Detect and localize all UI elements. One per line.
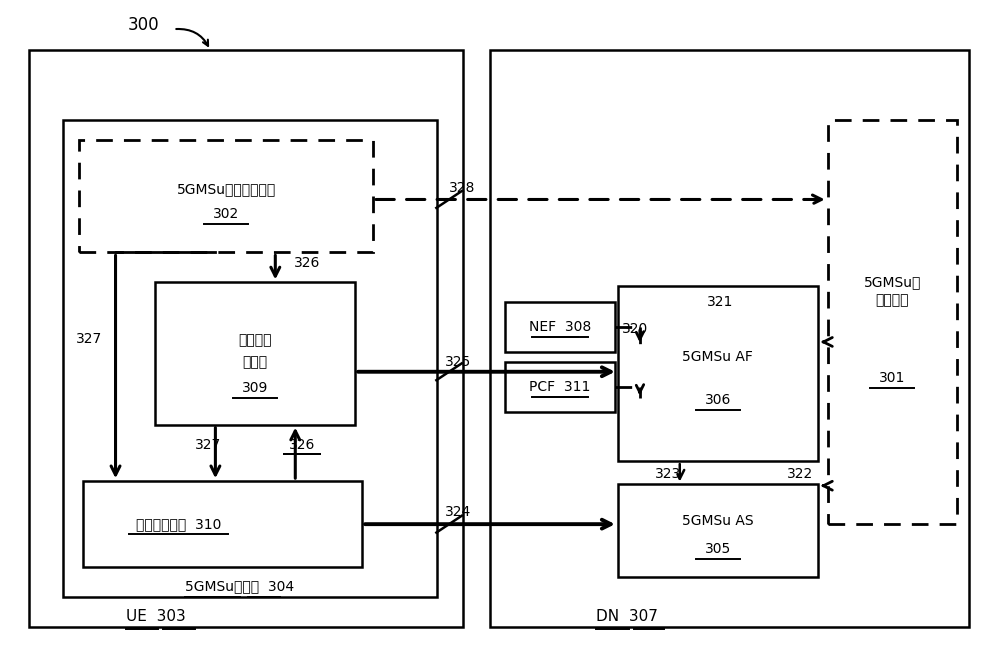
Bar (155, 282, 355, 425)
Text: 处理器: 处理器 (243, 355, 268, 369)
Text: 5GMSu AS: 5GMSu AS (682, 514, 754, 528)
Text: 5GMSu AF: 5GMSu AF (682, 349, 753, 363)
Text: 326: 326 (294, 256, 320, 270)
Bar (490, 50, 969, 627)
Text: 325: 325 (445, 355, 471, 369)
Text: 326: 326 (289, 438, 315, 452)
Bar (83, 481, 362, 567)
Text: DN  307: DN 307 (596, 610, 658, 624)
Text: 300: 300 (128, 16, 159, 35)
Text: 323: 323 (655, 467, 681, 481)
Text: 306: 306 (705, 393, 731, 407)
Bar (505, 302, 615, 352)
Bar (828, 120, 957, 524)
Text: 305: 305 (705, 542, 731, 556)
Text: 309: 309 (242, 381, 269, 395)
Text: 327: 327 (75, 331, 102, 346)
Text: 5GMSu应: 5GMSu应 (864, 276, 921, 290)
Text: 327: 327 (195, 438, 222, 452)
Text: 321: 321 (707, 295, 733, 309)
Text: PCF  311: PCF 311 (529, 380, 591, 394)
Text: 322: 322 (786, 467, 813, 481)
Bar (29, 50, 463, 627)
Bar (505, 362, 615, 412)
Text: 324: 324 (445, 505, 471, 519)
Text: 用提供商: 用提供商 (876, 293, 909, 307)
Text: 5GMSu客户端  304: 5GMSu客户端 304 (185, 580, 295, 594)
Text: 流媒体播放器  310: 流媒体播放器 310 (136, 517, 221, 531)
Text: UE  303: UE 303 (126, 610, 185, 624)
Text: NEF  308: NEF 308 (529, 320, 591, 335)
Bar (79, 140, 373, 252)
Bar (618, 485, 818, 577)
Text: 301: 301 (879, 371, 906, 385)
Bar (63, 120, 437, 597)
Text: 328: 328 (449, 181, 475, 195)
Text: 媒体会话: 媒体会话 (239, 333, 272, 348)
Text: 302: 302 (213, 207, 240, 221)
Text: 5GMSu感知应用程序: 5GMSu感知应用程序 (177, 183, 276, 197)
Text: 320: 320 (622, 321, 648, 336)
Bar (618, 286, 818, 461)
